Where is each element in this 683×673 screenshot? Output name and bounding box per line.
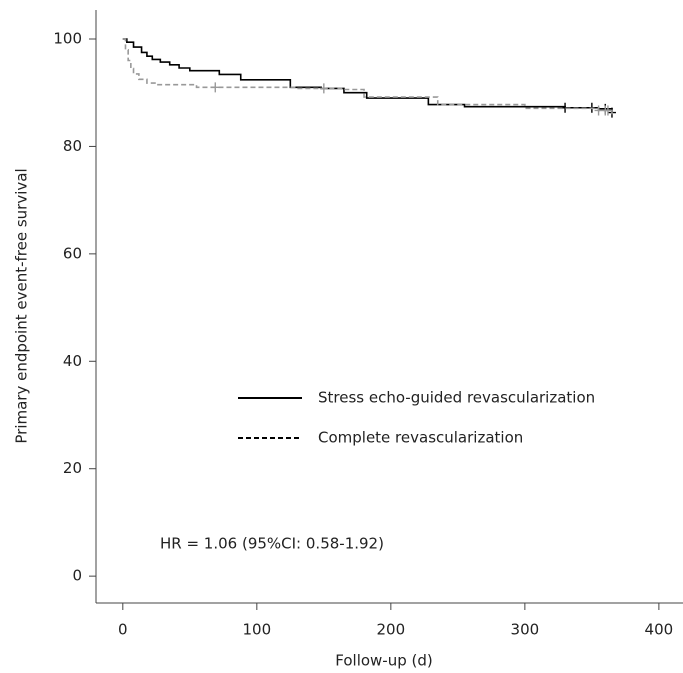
- censor-mark: [319, 83, 328, 94]
- censor-mark: [594, 105, 603, 116]
- legend-label: Stress echo-guided revascularization: [318, 389, 595, 407]
- y-tick-label: 0: [72, 567, 82, 585]
- y-tick-label: 40: [63, 352, 82, 370]
- x-tick-label: 0: [118, 621, 128, 639]
- y-axis-label: Primary endpoint event-free survival: [13, 168, 31, 443]
- y-tick-label: 80: [63, 137, 82, 155]
- censor-mark: [603, 105, 612, 116]
- y-tick-label: 100: [53, 30, 82, 48]
- y-tick-label: 60: [63, 244, 82, 262]
- censor-mark: [211, 82, 220, 93]
- y-tick-label: 20: [63, 459, 82, 477]
- x-tick-label: 200: [377, 621, 406, 639]
- x-axis-label: Follow-up (d): [335, 652, 433, 670]
- x-tick-label: 300: [511, 621, 540, 639]
- survival-line: [122, 38, 613, 113]
- survival-line: [122, 38, 613, 115]
- legend-label: Complete revascularization: [318, 429, 523, 447]
- x-tick-label: 400: [645, 621, 674, 639]
- x-tick-label: 100: [243, 621, 272, 639]
- annotation: HR = 1.06 (95%CI: 0.58-1.92): [160, 535, 384, 553]
